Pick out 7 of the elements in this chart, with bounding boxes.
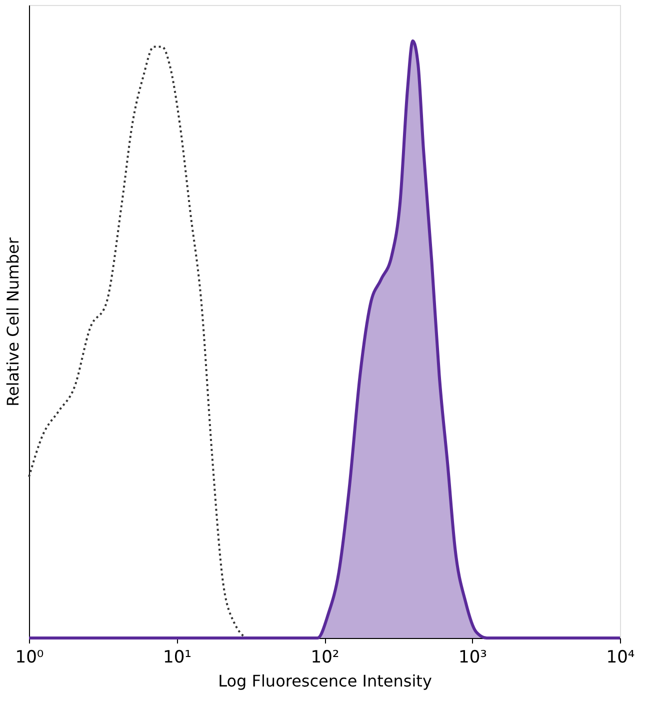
- x-tick-label: 10⁴: [606, 648, 635, 668]
- x-tick-label: 10⁰: [15, 648, 44, 668]
- x-tick-label: 10¹: [163, 648, 192, 668]
- y-axis-title: Relative Cell Number: [4, 237, 22, 406]
- x-tick-label: 10²: [310, 648, 340, 668]
- x-tick-label: 10³: [458, 648, 487, 668]
- x-axis-title: Log Fluorescence Intensity: [218, 672, 432, 690]
